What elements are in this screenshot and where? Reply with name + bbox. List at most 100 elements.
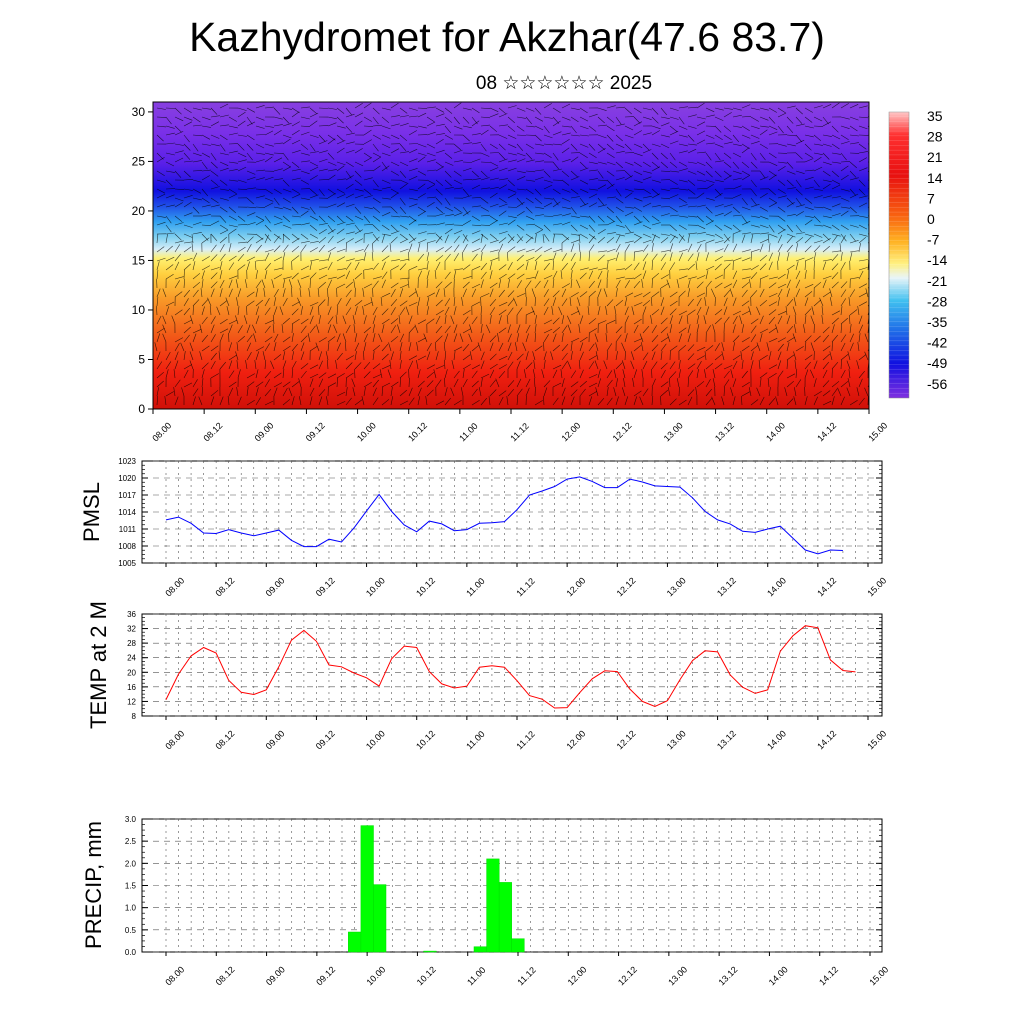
wind-barb — [786, 279, 791, 289]
wind-barb — [561, 170, 570, 178]
wind-barb — [165, 234, 168, 244]
wind-barb — [543, 103, 552, 109]
wind-barb — [381, 386, 384, 397]
wind-barb — [849, 277, 859, 280]
wind-barb — [336, 256, 346, 262]
wind-barb — [236, 360, 239, 370]
wind-barb — [777, 234, 783, 244]
wind-barb — [525, 236, 533, 244]
wind-barb — [552, 252, 557, 262]
wind-barb — [525, 277, 535, 280]
wind-barb — [714, 248, 724, 253]
wind-barb — [399, 307, 406, 316]
wind-barb — [273, 235, 280, 244]
wind-barb — [207, 297, 212, 307]
wind-barb — [507, 290, 515, 298]
wind-barb — [829, 351, 833, 361]
wind-barb — [219, 328, 229, 334]
wind-barb — [840, 141, 850, 145]
wind-barb — [291, 368, 294, 379]
wind-barb — [588, 318, 597, 325]
wind-barb — [633, 318, 642, 325]
wind-barb — [606, 161, 616, 166]
wind-barb — [408, 360, 414, 370]
wind-barb — [579, 143, 589, 148]
wind-barb — [325, 351, 329, 361]
wind-barb — [813, 391, 822, 397]
wind-barb — [390, 282, 399, 289]
wind-barb — [561, 378, 565, 388]
wind-barb — [516, 353, 524, 361]
wind-barb — [498, 355, 508, 361]
wind-barb — [525, 378, 531, 388]
wind-barb — [723, 243, 729, 253]
wind-barb — [858, 224, 868, 230]
temp-frame — [141, 613, 883, 717]
wind-barb — [372, 387, 377, 397]
temp-line — [165, 625, 856, 709]
wind-barb — [597, 229, 606, 235]
wind-barb — [236, 342, 239, 352]
x-tick-label: 14.12 — [817, 964, 840, 987]
wind-barb — [822, 143, 832, 147]
wind-barb — [759, 224, 769, 229]
wind-barb — [291, 233, 300, 240]
wind-barb — [390, 192, 399, 199]
pmsl-grid — [142, 460, 882, 564]
wind-barb — [660, 351, 663, 361]
wind-barb — [759, 378, 762, 388]
wind-barb — [443, 288, 446, 298]
wind-barb — [363, 195, 373, 199]
wind-barb — [705, 179, 715, 183]
wind-barb — [597, 398, 605, 406]
wind-barb — [219, 134, 228, 141]
wind-barb — [803, 324, 806, 334]
wind-barb — [210, 121, 220, 127]
wind-barb — [795, 237, 804, 244]
wind-barb — [822, 279, 827, 289]
wind-barb — [363, 139, 372, 145]
wind-barb — [228, 370, 235, 379]
wind-barb — [741, 370, 748, 379]
wind-barb — [525, 333, 529, 343]
chart-subtitle: 08 ☆☆☆☆☆☆ 2025 — [475, 73, 653, 94]
wind-barb — [642, 326, 650, 334]
wind-barb — [759, 215, 769, 220]
wind-barb — [246, 170, 256, 175]
wind-barb — [183, 351, 186, 361]
wind-barb — [300, 210, 309, 217]
wind-barb — [786, 326, 794, 334]
wind-barb — [237, 396, 242, 406]
wind-barb — [219, 215, 227, 223]
wind-barb — [434, 269, 437, 280]
wind-barb — [714, 192, 723, 199]
wind-barb — [255, 237, 264, 244]
wind-barb — [336, 274, 346, 280]
wind-barb — [786, 143, 796, 147]
wind-barb — [669, 224, 677, 232]
wind-barb — [171, 315, 176, 325]
wind-barb — [777, 179, 786, 186]
wind-barb — [552, 382, 562, 388]
wind-barb — [676, 378, 680, 388]
wind-barb — [507, 246, 516, 253]
wind-barb — [732, 230, 742, 235]
wind-barb — [858, 283, 868, 289]
wind-barb — [777, 288, 783, 298]
wind-barb — [804, 257, 814, 262]
wind-barb — [615, 351, 618, 361]
wind-barb — [264, 224, 272, 232]
wind-barb — [201, 134, 211, 140]
wind-barb — [552, 131, 562, 136]
x-tick-label: 11.00 — [465, 965, 488, 988]
wind-barb — [327, 235, 334, 244]
wind-barb — [561, 179, 570, 186]
wind-barb — [219, 288, 223, 298]
wind-barb — [318, 337, 327, 343]
wind-barb — [786, 214, 796, 217]
wind-barb — [696, 232, 706, 235]
wind-barb — [804, 396, 808, 406]
wind-barb — [399, 288, 404, 298]
